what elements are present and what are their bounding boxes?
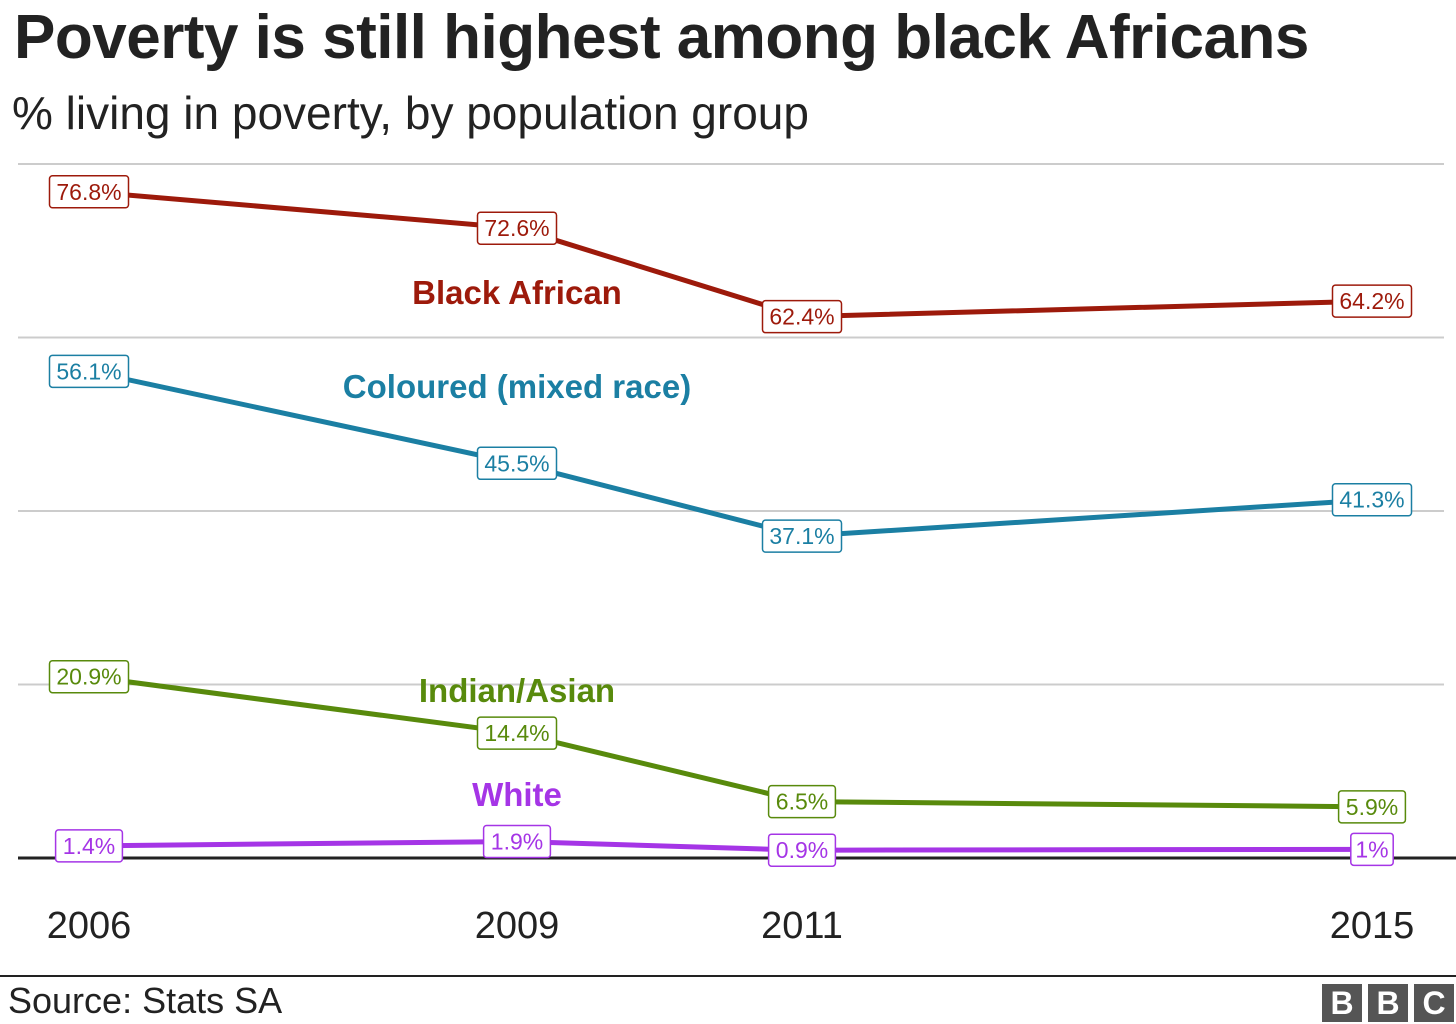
- x-tick-label: 2006: [47, 905, 132, 947]
- series-name-label: Coloured (mixed race): [343, 368, 691, 405]
- x-tick-label: 2015: [1330, 905, 1415, 947]
- data-label: 41.3%: [1331, 482, 1413, 517]
- data-label-text: 0.9%: [776, 837, 828, 863]
- data-label: 14.4%: [476, 716, 558, 750]
- data-label: 0.9%: [767, 833, 837, 867]
- logo-letter: B: [1322, 984, 1362, 1022]
- data-label-box: [761, 299, 843, 334]
- data-label-text: 62.4%: [769, 304, 834, 330]
- series-line: [86, 839, 1375, 853]
- data-label-box: [476, 716, 558, 750]
- data-label-box: [48, 659, 130, 694]
- bbc-logo: B B C: [1322, 984, 1454, 1022]
- series-name-label: Indian/Asian: [419, 672, 615, 709]
- data-label: 1.9%: [482, 824, 552, 859]
- series-name-label: Black African: [412, 274, 622, 311]
- series-line: [86, 674, 1375, 810]
- data-label-text: 37.1%: [769, 523, 834, 549]
- chart-subtitle: % living in poverty, by population group: [12, 87, 809, 139]
- data-label: 5.9%: [1337, 790, 1407, 824]
- data-label-box: [48, 175, 130, 209]
- data-label-box: [1331, 482, 1413, 517]
- data-label: 62.4%: [761, 299, 843, 334]
- logo-letter: C: [1414, 984, 1454, 1022]
- data-label: 1%: [1350, 832, 1394, 867]
- data-label: 37.1%: [761, 519, 843, 553]
- data-label: 20.9%: [48, 659, 130, 694]
- data-label-box: [48, 354, 130, 389]
- data-label-text: 76.8%: [56, 179, 121, 205]
- x-tick-label: 2009: [475, 905, 560, 947]
- chart-title: Poverty is still highest among black Afr…: [14, 3, 1309, 72]
- data-label-box: [476, 211, 558, 245]
- data-label-box: [767, 833, 837, 867]
- data-label: 64.2%: [1331, 284, 1413, 318]
- data-label-box: [482, 824, 552, 859]
- data-label-text: 45.5%: [484, 450, 549, 476]
- data-label-text: 1%: [1355, 836, 1388, 862]
- line-chart: 2006 2009 2011 2015 Black African Coloured (m…: [18, 163, 1456, 947]
- data-label-text: 20.9%: [56, 664, 121, 690]
- data-label-box: [767, 784, 837, 819]
- data-label: 1.4%: [54, 829, 124, 863]
- data-label-box: [1350, 832, 1394, 867]
- data-label-text: 64.2%: [1339, 288, 1404, 314]
- data-label: 56.1%: [48, 354, 130, 389]
- source-divider: [0, 975, 1456, 977]
- data-label-text: 14.4%: [484, 720, 549, 746]
- data-label-text: 1.9%: [491, 829, 543, 855]
- data-label-box: [761, 519, 843, 553]
- data-label-text: 41.3%: [1339, 487, 1404, 513]
- data-label-text: 6.5%: [776, 789, 828, 815]
- x-tick-label: 2011: [761, 905, 843, 947]
- data-label-text: 56.1%: [56, 358, 121, 384]
- series-line: [86, 189, 1375, 320]
- data-label-text: 5.9%: [1346, 794, 1398, 820]
- source-text: Source: Stats SA: [8, 980, 283, 1021]
- data-label-text: 1.4%: [63, 833, 115, 859]
- data-label-box: [1337, 790, 1407, 824]
- data-label: 76.8%: [48, 175, 130, 209]
- data-label: 72.6%: [476, 211, 558, 245]
- data-label: 45.5%: [476, 446, 558, 481]
- data-label-box: [54, 829, 124, 863]
- data-label-box: [1331, 284, 1413, 318]
- series-name-label: White: [472, 776, 562, 813]
- logo-letter: B: [1368, 984, 1408, 1022]
- data-label-box: [476, 446, 558, 481]
- data-label-text: 72.6%: [484, 215, 549, 241]
- data-label: 6.5%: [767, 784, 837, 819]
- series-line: [86, 368, 1375, 539]
